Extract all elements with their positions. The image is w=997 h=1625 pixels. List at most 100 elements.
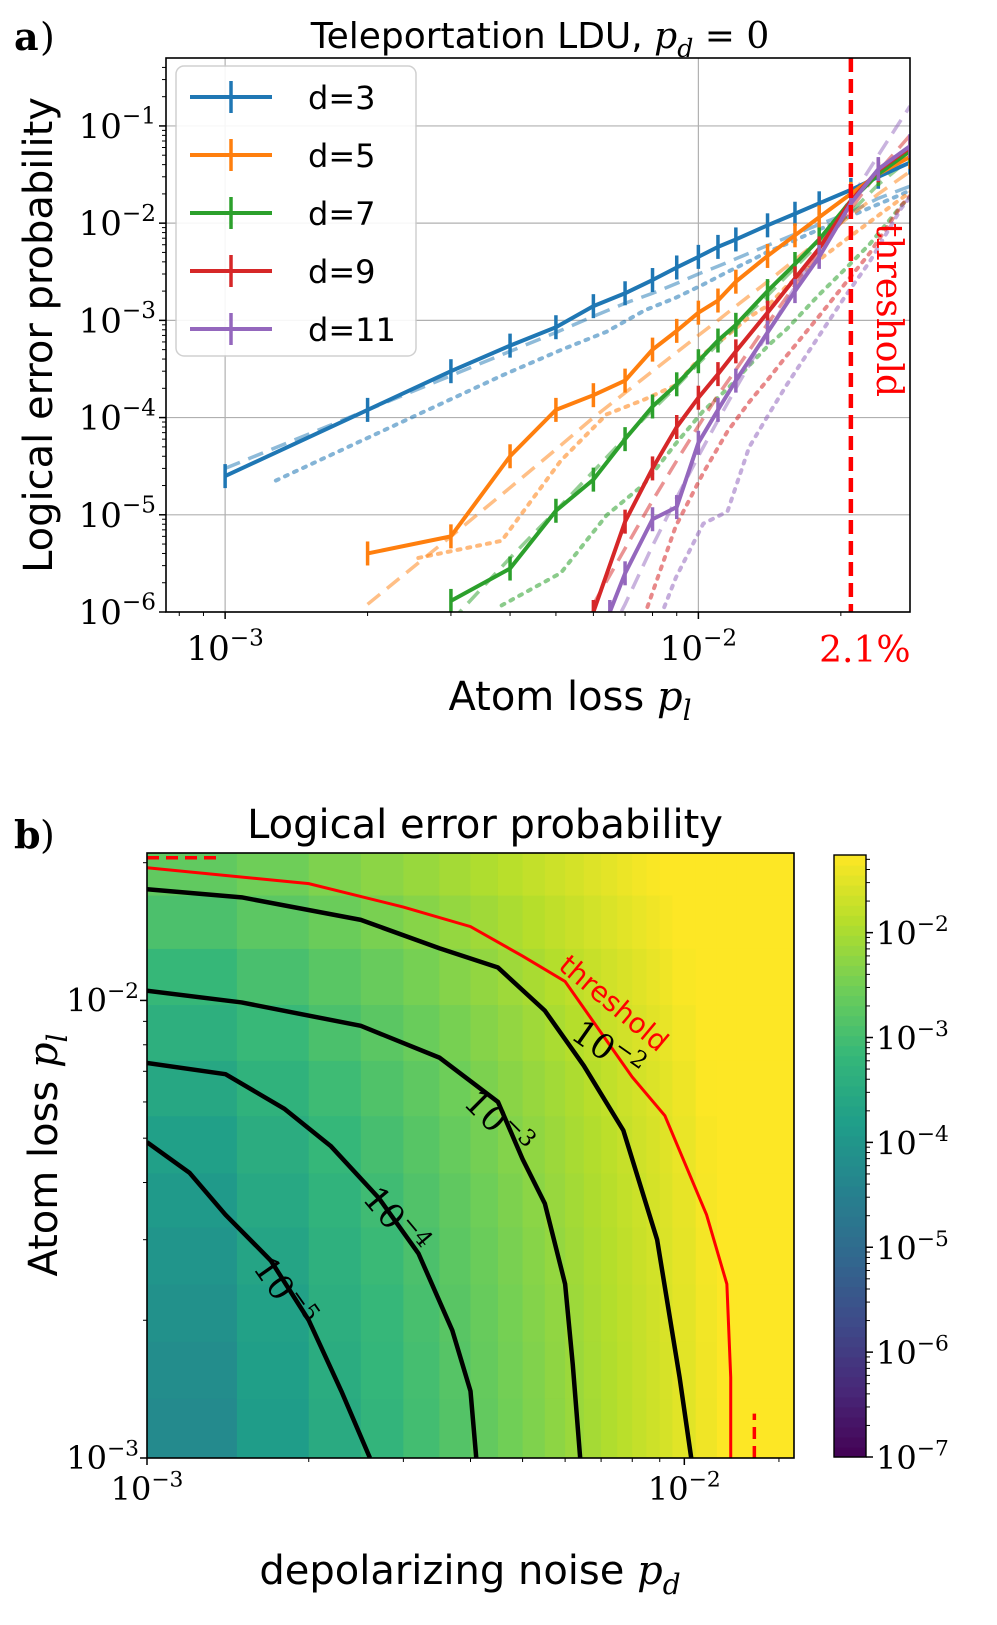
contour-lines	[147, 856, 757, 1458]
heatmap-cell	[236, 1398, 310, 1458]
heatmap-cell	[544, 1284, 566, 1342]
heatmap-cell	[632, 1284, 647, 1342]
heatmap-cell	[646, 1398, 661, 1458]
x-axis-label: depolarizing noise pd	[259, 1548, 680, 1601]
heatmap-cell	[672, 1226, 697, 1285]
heatmap-cell	[659, 1398, 673, 1458]
heatmap-cell	[583, 1115, 602, 1174]
heatmap-cell	[672, 1115, 697, 1174]
heatmap-cell	[672, 1060, 697, 1117]
colorbar-segment	[834, 1376, 866, 1388]
colorbar-segment	[834, 1316, 866, 1328]
y-axis-label: Atom loss pl	[21, 1033, 74, 1276]
heatmap-cell	[308, 1060, 362, 1117]
colorbar-segment	[834, 1296, 866, 1308]
heatmap-cell	[544, 1060, 566, 1117]
heatmap-cell	[403, 1398, 440, 1458]
heatmap-cell	[672, 853, 697, 896]
colorbar-segment	[834, 1256, 866, 1267]
heatmap-cell	[672, 1004, 697, 1061]
heatmap-cell	[360, 1060, 404, 1117]
heatmap-cell	[544, 853, 566, 896]
heatmap-cell	[736, 853, 794, 896]
colorbar-segment	[834, 1276, 866, 1288]
heatmap-cell	[470, 1115, 499, 1174]
heatmap-cell	[601, 1341, 618, 1399]
y-tick-label: 10−5	[79, 493, 156, 536]
y-tick-label: 10−3	[66, 1437, 139, 1477]
heatmap-cell	[646, 853, 661, 896]
heatmap-cell	[360, 1115, 404, 1174]
fit-line-d=5	[366, 170, 910, 606]
heatmap-cell	[470, 1172, 499, 1228]
colorbar-segment	[834, 1406, 866, 1418]
heatmap-cell	[583, 948, 602, 1006]
heatmap-cell	[601, 1004, 618, 1061]
contour-line	[147, 1140, 373, 1458]
legend-label-d=9: d=9	[308, 253, 375, 291]
panel-a-label: a	[14, 14, 39, 59]
heatmap-cell	[617, 948, 633, 1006]
heatmap-cell	[497, 1226, 524, 1285]
heatmap-cell	[617, 1226, 633, 1285]
heatmap-cell	[672, 1341, 697, 1399]
heatmap-cell	[147, 1284, 238, 1342]
colorbar-segment	[834, 1075, 866, 1087]
colorbar-segment	[834, 1085, 866, 1097]
colorbar-segment	[834, 1145, 866, 1157]
heatmap-cell	[632, 1172, 647, 1228]
colorbar-segment	[834, 945, 866, 956]
heatmap-cell	[497, 1284, 524, 1342]
heatmap-cell	[308, 948, 362, 1006]
contour-line	[147, 988, 583, 1458]
heatmap-cell	[695, 1284, 718, 1342]
colorbar-segment	[834, 875, 866, 886]
heatmap-cell	[236, 948, 310, 1006]
heatmap-cell	[695, 853, 718, 896]
colorbar-segment	[834, 1266, 866, 1277]
heatmap-cell	[236, 1284, 310, 1342]
heatmap-cell	[565, 853, 585, 896]
heatmap-cell	[147, 1226, 238, 1285]
colorbar-segment	[834, 1426, 866, 1438]
heatmap-cell	[736, 1284, 794, 1342]
colorbar-segment	[834, 1416, 866, 1428]
heatmap-cell	[736, 1398, 794, 1458]
heatmap-cell	[360, 1341, 404, 1399]
heatmap-cell	[522, 894, 546, 949]
colorbar-tick-label: 10−4	[876, 1122, 949, 1162]
heatmap-cell	[360, 948, 404, 1006]
heatmap-cell	[736, 894, 794, 949]
x-tick-label: 10−3	[111, 1468, 184, 1508]
heatmap-cell	[617, 894, 633, 949]
heatmap-cell	[439, 1226, 472, 1285]
heatmap-cell	[659, 948, 673, 1006]
heatmap-cell	[308, 1226, 362, 1285]
colorbar-tick-label: 10−3	[876, 1017, 949, 1057]
colorbar-segment	[834, 1356, 866, 1368]
colorbar-segment	[834, 1396, 866, 1408]
heatmap-cell	[617, 1284, 633, 1342]
legend: d=3 d=5 d=7 d=9 d=11	[175, 65, 417, 357]
heatmap-cell	[147, 894, 238, 949]
colorbar: 10−7 10−6 10−5 10−4 10−3 10−2	[833, 854, 949, 1477]
colorbar-segment	[834, 1326, 866, 1338]
colorbar-segment	[834, 1386, 866, 1398]
heatmap-cell	[716, 1341, 737, 1399]
heatmap-cell	[695, 1341, 718, 1399]
heatmap-cell	[522, 1398, 546, 1458]
heatmap-cell	[565, 1172, 585, 1228]
heatmap-cell	[632, 1398, 647, 1458]
chart-title: Teleportation LDU, pd = 0	[310, 16, 770, 63]
heatmap-cell	[403, 1060, 440, 1117]
heatmap-cell	[583, 1284, 602, 1342]
heatmap-cell	[236, 1341, 310, 1399]
heatmap-cell	[470, 1284, 499, 1342]
heatmap-cell	[308, 1115, 362, 1174]
heatmap-cell	[672, 1172, 697, 1228]
colorbar-segment	[834, 975, 866, 987]
colorbar-segment	[834, 1206, 866, 1217]
heatmap-cell	[617, 1004, 633, 1061]
colorbar-segment	[834, 1055, 866, 1067]
heatmap-cell	[646, 1341, 661, 1399]
